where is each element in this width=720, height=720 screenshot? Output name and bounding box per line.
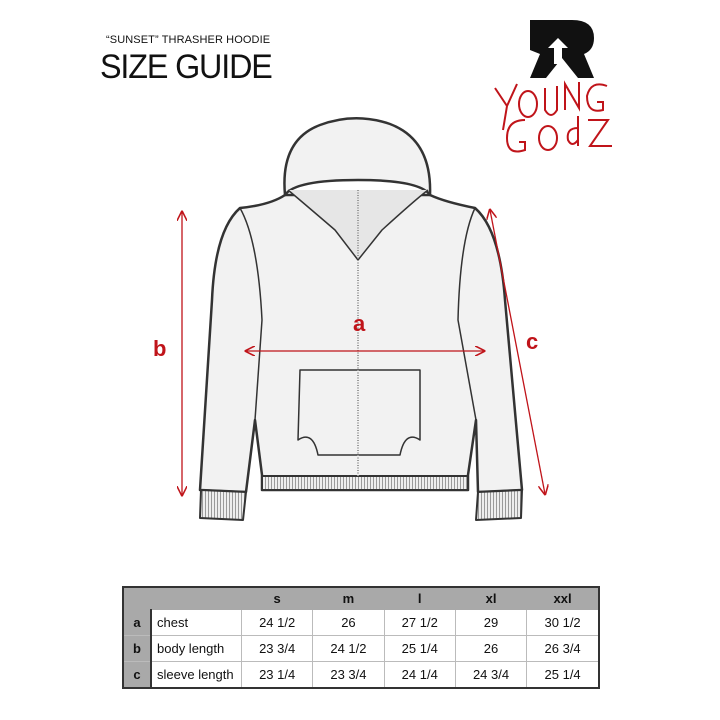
- label-b: b: [153, 336, 167, 361]
- label-c: c: [526, 329, 539, 354]
- row-name: chest: [150, 609, 242, 636]
- size-table: s m l xl xxl a chest 24 1/2 26 27 1/2 29…: [122, 586, 600, 689]
- cell: 23 1/4: [240, 661, 314, 689]
- brand-logo: [494, 20, 612, 153]
- size-s: s: [240, 586, 314, 610]
- table-row: c sleeve length 23 1/4 23 3/4 24 1/4 24 …: [122, 661, 600, 689]
- label-a: a: [353, 311, 366, 336]
- cell: 24 3/4: [454, 661, 528, 689]
- cell: 24 1/2: [312, 635, 385, 662]
- row-name: sleeve length: [150, 661, 242, 689]
- product-subtitle: “SUNSET” THRASHER HOODIE: [106, 34, 271, 46]
- hoodie-illustration: [198, 117, 524, 521]
- table-header-row: s m l xl xxl: [122, 586, 600, 610]
- table-row: b body length 23 3/4 24 1/2 25 1/4 26 26…: [122, 635, 600, 662]
- cell: 24 1/4: [383, 661, 456, 689]
- size-m: m: [312, 586, 385, 610]
- cell: 26 3/4: [526, 635, 600, 662]
- measurement-arrows: [182, 210, 545, 495]
- table-row: a chest 24 1/2 26 27 1/2 29 30 1/2: [122, 609, 600, 636]
- cell: 25 1/4: [383, 635, 456, 662]
- size-xxl: xxl: [526, 586, 600, 610]
- row-name: body length: [150, 635, 242, 662]
- cell: 25 1/4: [526, 661, 600, 689]
- size-xl: xl: [454, 586, 528, 610]
- cell: 29: [454, 609, 528, 636]
- cell: 26: [312, 609, 385, 636]
- cell: 23 3/4: [312, 661, 385, 689]
- size-l: l: [383, 586, 456, 610]
- cell: 30 1/2: [526, 609, 600, 636]
- arrow-c: [490, 210, 545, 494]
- cell: 27 1/2: [383, 609, 456, 636]
- row-key: b: [122, 635, 152, 662]
- cell: 26: [454, 635, 528, 662]
- row-key: c: [122, 661, 152, 689]
- page-title: SIZE GUIDE: [100, 48, 273, 86]
- cell: 24 1/2: [240, 609, 314, 636]
- cell: 23 3/4: [240, 635, 314, 662]
- row-key: a: [122, 609, 152, 636]
